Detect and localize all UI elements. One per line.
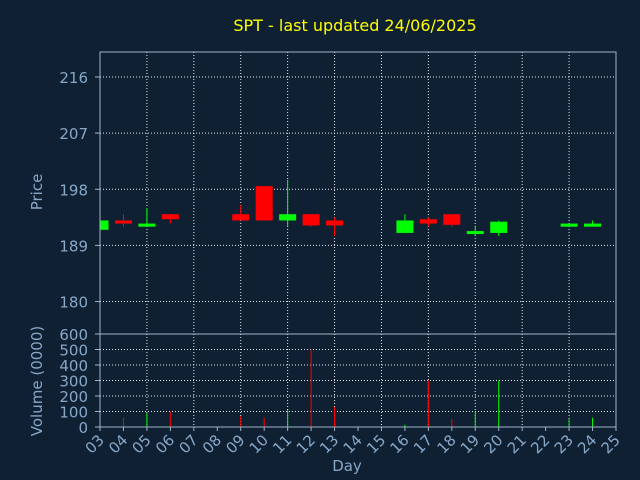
candle-body — [326, 220, 344, 226]
x-tick-label: 17 — [410, 431, 436, 457]
x-tick-label: 12 — [293, 431, 319, 457]
x-tick-label: 07 — [175, 431, 201, 457]
x-tick-label: 24 — [574, 431, 600, 457]
candle-body — [490, 221, 508, 233]
candle-body — [419, 219, 437, 224]
x-tick-label: 23 — [551, 431, 577, 457]
price-grid — [100, 52, 616, 334]
price-tick-label: 189 — [59, 237, 88, 255]
x-tick-label: 13 — [316, 431, 342, 457]
price-panel-frame — [99, 51, 617, 335]
x-tick-label: 14 — [340, 431, 366, 457]
candle-body — [114, 220, 132, 224]
candle-body — [584, 223, 602, 227]
volume-panel-frame — [99, 333, 617, 428]
x-tick-label: 09 — [222, 431, 248, 457]
x-tick-label: 25 — [598, 431, 624, 457]
candle-body — [255, 186, 273, 221]
candle-body — [138, 223, 156, 227]
price-tick-label: 216 — [59, 69, 88, 87]
x-axis-label: Day — [332, 457, 362, 475]
candle-body — [279, 214, 297, 221]
x-tick-label: 11 — [269, 431, 295, 457]
price-tick-label: 207 — [59, 125, 88, 143]
candle-body — [396, 220, 414, 233]
chart-title: SPT - last updated 24/06/2025 — [233, 16, 476, 35]
x-axis: 0304050607080910111213141516171819202122… — [82, 427, 624, 457]
candle-body — [443, 214, 461, 225]
candle-body — [302, 214, 320, 226]
x-tick-label: 06 — [152, 431, 178, 457]
x-tick-label: 08 — [199, 431, 225, 457]
candle-body — [560, 223, 578, 227]
x-tick-label: 04 — [105, 431, 131, 457]
volume-tick-label: 600 — [59, 326, 88, 344]
price-axis: 180 189 198 207 216 — [59, 69, 100, 312]
x-tick-label: 05 — [129, 431, 155, 457]
x-tick-label: 20 — [480, 431, 506, 457]
volume-tick-label: 500 — [59, 342, 88, 360]
volume-tick-label: 100 — [59, 404, 88, 422]
volume-axis-label: Volume (0000) — [28, 326, 46, 436]
candle-body — [232, 214, 250, 221]
volume-tick-label: 0 — [78, 419, 88, 437]
candles — [99, 179, 602, 237]
x-tick-label: 15 — [363, 431, 389, 457]
x-tick-label: 18 — [433, 431, 459, 457]
x-tick-label: 21 — [504, 431, 530, 457]
volume-tick-label: 200 — [59, 388, 88, 406]
volume-tick-label: 300 — [59, 373, 88, 391]
volume-grid — [100, 334, 616, 427]
x-tick-label: 10 — [246, 431, 272, 457]
x-tick-label: 19 — [457, 431, 483, 457]
x-tick-label: 16 — [387, 431, 413, 457]
volume-bars — [122, 349, 594, 427]
price-axis-label: Price — [28, 174, 46, 211]
candle-body — [161, 214, 179, 220]
candle-body — [466, 231, 484, 235]
x-tick-label: 22 — [527, 431, 553, 457]
candle-body — [100, 220, 109, 230]
volume-tick-label: 400 — [59, 357, 88, 375]
price-tick-label: 180 — [59, 294, 88, 312]
price-tick-label: 198 — [59, 181, 88, 199]
